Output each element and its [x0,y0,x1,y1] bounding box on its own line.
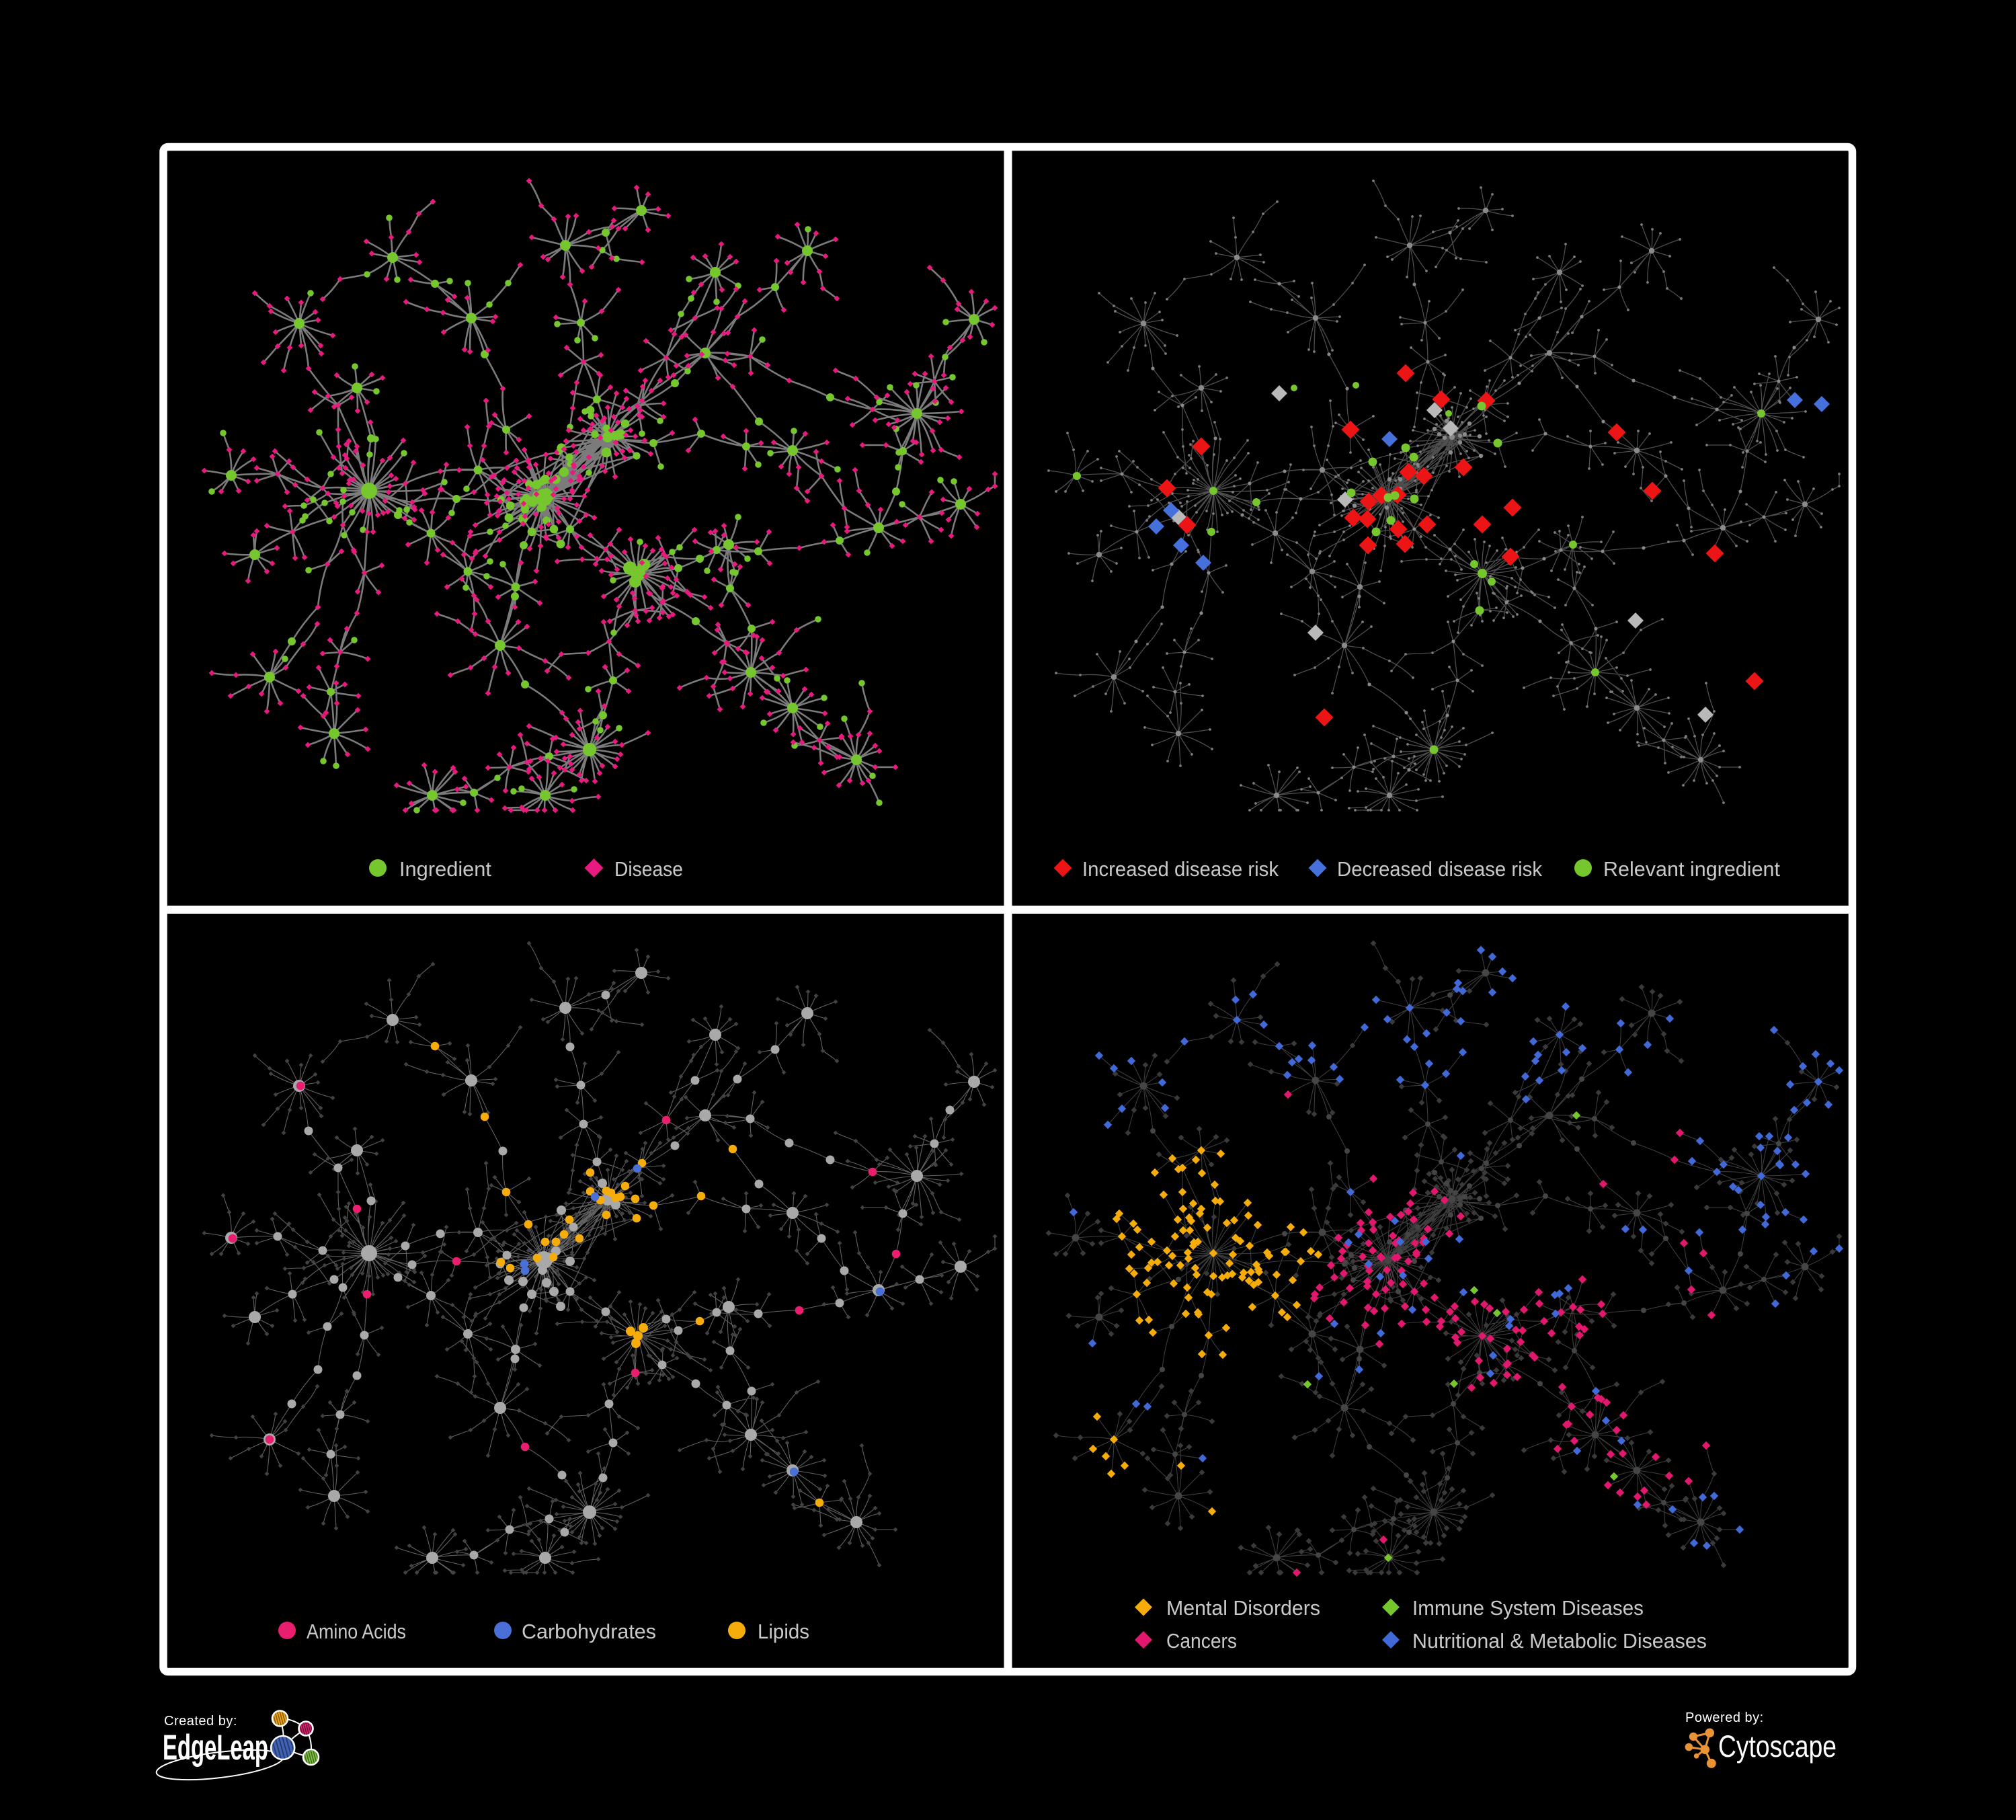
svg-text:Mental Disorders: Mental Disorders [1166,1596,1320,1620]
svg-text:Powered by:: Powered by: [1685,1710,1764,1725]
svg-text:Carbohydrates: Carbohydrates [522,1620,656,1643]
svg-text:Immune System Diseases: Immune System Diseases [1412,1596,1644,1620]
svg-text:Created by:: Created by: [164,1714,237,1729]
svg-text:Increased disease risk: Increased disease risk [1082,857,1279,881]
svg-text:EdgeLeap: EdgeLeap [163,1728,268,1768]
svg-text:Cancers: Cancers [1166,1629,1237,1653]
svg-text:Lipids: Lipids [758,1620,809,1643]
svg-text:Relevant ingredient: Relevant ingredient [1603,857,1780,881]
svg-text:Disease: Disease [614,857,683,881]
svg-text:Nutritional & Metabolic Diseas: Nutritional & Metabolic Diseases [1412,1629,1707,1653]
svg-text:Ingredient: Ingredient [399,857,491,881]
svg-text:Decreased disease risk: Decreased disease risk [1337,857,1542,881]
svg-text:Amino Acids: Amino Acids [307,1620,406,1643]
svg-text:Cytoscape: Cytoscape [1718,1729,1837,1764]
